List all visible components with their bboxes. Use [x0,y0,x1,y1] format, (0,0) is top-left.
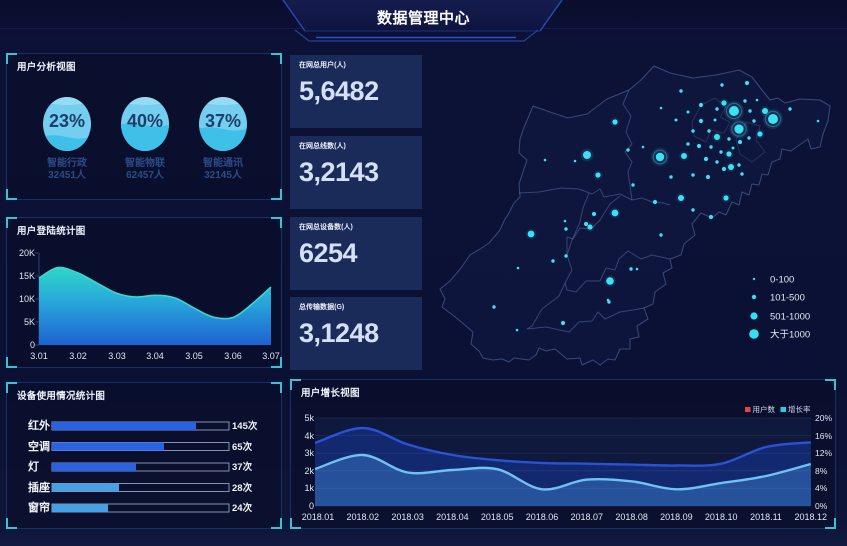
svg-text:2018.09: 2018.09 [660,512,693,522]
svg-text:2018.05: 2018.05 [481,512,514,522]
svg-text:大于1000: 大于1000 [770,329,810,341]
svg-text:3.04: 3.04 [146,351,164,361]
svg-text:2018.02: 2018.02 [347,512,380,522]
svg-text:2018.06: 2018.06 [526,512,559,522]
svg-text:0-100: 0-100 [770,275,794,286]
svg-text:增长率: 增长率 [788,404,811,414]
svg-text:15K: 15K [19,271,35,281]
svg-text:24次: 24次 [232,502,253,514]
svg-text:空调: 空调 [28,439,50,453]
svg-text:23%: 23% [49,111,85,131]
svg-text:用户数: 用户数 [753,404,776,414]
svg-text:0%: 0% [815,501,828,511]
svg-text:3.06: 3.06 [224,351,242,361]
svg-text:5k: 5k [304,413,314,423]
svg-text:0: 0 [309,501,314,511]
svg-text:12%: 12% [815,448,832,458]
svg-text:3k: 3k [304,448,314,458]
svg-text:1k: 1k [304,483,314,493]
svg-text:10K: 10K [19,294,35,304]
svg-text:145次: 145次 [232,420,258,432]
svg-text:5K: 5K [24,317,35,327]
svg-text:2018.11: 2018.11 [750,512,782,522]
svg-text:2018.01: 2018.01 [302,512,335,522]
svg-text:37次: 37次 [232,461,253,473]
svg-text:101-500: 101-500 [770,293,805,304]
svg-text:插座: 插座 [28,480,50,494]
svg-text:40%: 40% [127,111,163,131]
svg-text:2018.12: 2018.12 [795,512,828,522]
svg-text:3.01: 3.01 [30,351,48,361]
svg-text:2k: 2k [304,466,314,476]
svg-text:2018.08: 2018.08 [615,512,648,522]
svg-text:65次: 65次 [232,441,253,453]
svg-text:28次: 28次 [232,482,253,494]
svg-text:0: 0 [30,340,35,350]
svg-text:3.07: 3.07 [262,351,280,361]
svg-text:2018.03: 2018.03 [391,512,424,522]
svg-text:红外: 红外 [28,418,50,432]
svg-text:20K: 20K [19,248,35,258]
svg-text:3.03: 3.03 [108,351,126,361]
svg-text:20%: 20% [815,413,832,423]
svg-text:37%: 37% [205,111,241,131]
svg-text:4%: 4% [815,483,828,493]
svg-text:灯: 灯 [28,459,39,473]
svg-text:3.02: 3.02 [69,351,87,361]
svg-text:2018.04: 2018.04 [436,512,469,522]
svg-text:4k: 4k [304,431,314,441]
svg-text:窗帘: 窗帘 [28,500,50,514]
svg-text:16%: 16% [815,431,832,441]
svg-text:8%: 8% [815,466,828,476]
svg-text:501-1000: 501-1000 [770,312,810,323]
svg-text:2018.10: 2018.10 [705,512,738,522]
svg-text:3.05: 3.05 [185,351,203,361]
svg-text:2018.07: 2018.07 [571,512,604,522]
